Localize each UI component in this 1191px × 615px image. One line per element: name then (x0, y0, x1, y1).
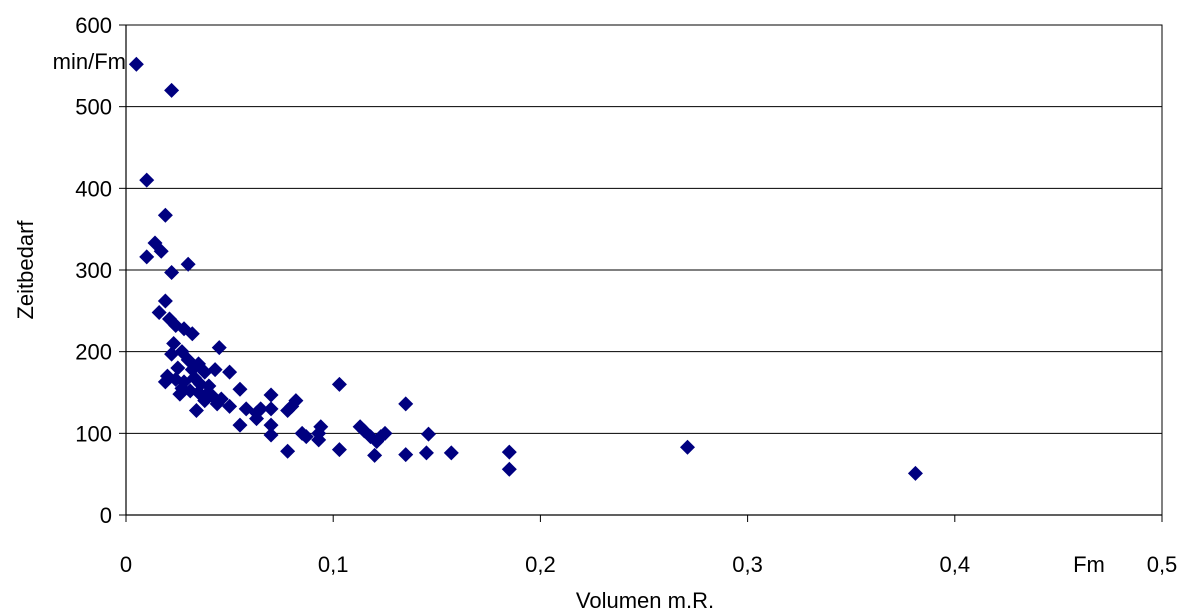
data-point (249, 411, 265, 427)
data-point (263, 427, 279, 443)
data-point (151, 304, 167, 320)
data-point (164, 264, 180, 280)
data-point (263, 387, 279, 403)
data-point (331, 442, 347, 458)
data-point (139, 249, 155, 265)
y-tick-label: 100 (75, 421, 112, 446)
x-tick-label: 0,1 (318, 552, 349, 577)
x-unit-label: Fm (1073, 552, 1105, 577)
data-point (280, 443, 296, 459)
data-point (398, 396, 414, 412)
data-point (501, 444, 517, 460)
data-point (418, 445, 434, 461)
x-tick-label: 0 (120, 552, 132, 577)
data-point (263, 401, 279, 417)
data-point (398, 447, 414, 463)
x-tick-label: 0,4 (940, 552, 971, 577)
x-tick-label: 0,2 (525, 552, 556, 577)
data-point (421, 426, 437, 442)
y-axis-title: Zeitbedarf (13, 220, 38, 320)
data-point (211, 340, 227, 356)
data-point (207, 362, 223, 378)
data-point (139, 172, 155, 188)
tick-labels: 0 100 200 300 400 500 600 0 0,1 0,2 0,3 0,4 0,5 (75, 13, 1177, 577)
y-tick-label: 0 (100, 503, 112, 528)
data-point (197, 393, 213, 409)
data-point (680, 439, 696, 455)
data-point (188, 402, 204, 418)
data-point (263, 417, 279, 433)
data-point (284, 398, 300, 414)
y-tick-label: 300 (75, 258, 112, 283)
data-point (153, 243, 169, 259)
data-point (128, 56, 144, 72)
data-point (367, 447, 383, 463)
x-tick-label: 0,3 (732, 552, 763, 577)
data-point (209, 396, 225, 412)
y-tick-label: 600 (75, 13, 112, 38)
data-point (377, 425, 393, 441)
data-point (180, 256, 196, 272)
data-point (222, 364, 238, 380)
data-point (222, 398, 238, 414)
data-point (311, 432, 327, 448)
y-unit-label: min/Fm (53, 49, 126, 74)
data-point (443, 445, 459, 461)
data-point (298, 429, 314, 445)
x-axis-title: Volumen m.R. (576, 588, 714, 613)
data-point (157, 374, 173, 390)
data-point (232, 417, 248, 433)
data-points (128, 56, 923, 481)
data-point (197, 364, 213, 380)
y-tick-label: 400 (75, 176, 112, 201)
y-tick-label: 500 (75, 95, 112, 120)
data-point (157, 207, 173, 223)
data-point (172, 386, 188, 402)
data-point (184, 326, 200, 342)
plot-area (119, 24, 1163, 522)
data-point (157, 293, 173, 309)
data-point (164, 82, 180, 98)
data-point (907, 465, 923, 481)
x-tick-label: 0,5 (1147, 552, 1178, 577)
data-point (166, 336, 182, 351)
data-point (170, 360, 186, 376)
gridlines (126, 24, 1162, 434)
data-point (331, 376, 347, 392)
data-point (501, 461, 517, 477)
data-point (232, 381, 248, 397)
y-tick-label: 200 (75, 340, 112, 365)
data-point (164, 346, 180, 362)
axes (119, 24, 1163, 522)
